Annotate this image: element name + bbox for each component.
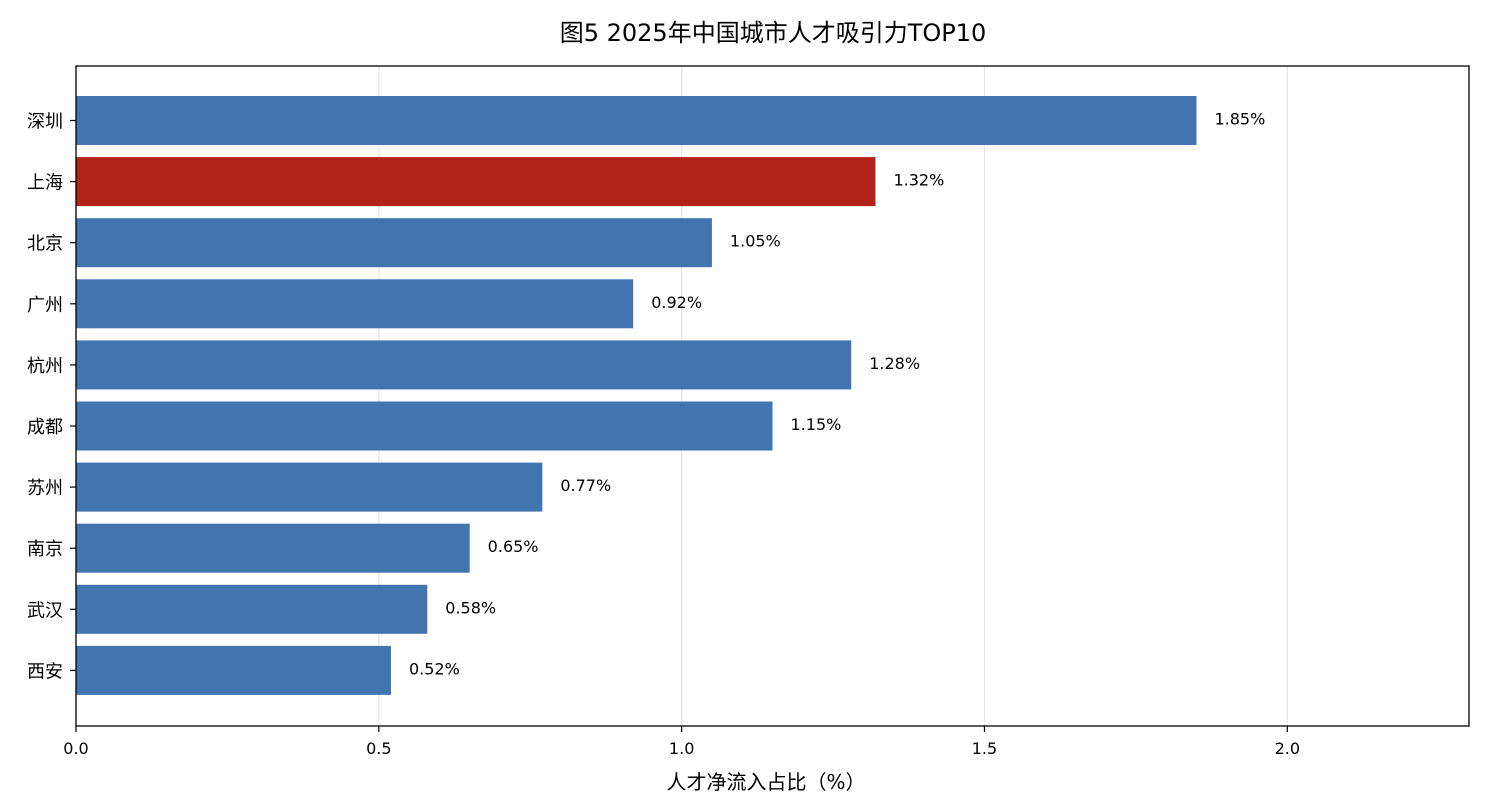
bar-1 xyxy=(76,96,1197,145)
category-label: 苏州 xyxy=(27,478,63,499)
bar-4 xyxy=(76,279,634,329)
x-tick-label: 2.0 xyxy=(1275,739,1300,758)
bar-5 xyxy=(76,340,852,390)
x-tick-label: 0.5 xyxy=(366,739,391,758)
value-label: 0.92% xyxy=(651,293,702,312)
category-label: 武汉 xyxy=(27,600,63,621)
value-label: 0.65% xyxy=(488,537,539,556)
category-label: 杭州 xyxy=(27,356,63,377)
category-label: 成都 xyxy=(27,417,63,438)
bar-2 xyxy=(76,157,876,207)
bar-8 xyxy=(76,523,470,573)
value-label: 1.28% xyxy=(869,354,920,373)
plot-frame xyxy=(75,65,1470,727)
value-label: 1.05% xyxy=(730,232,781,251)
bar-6 xyxy=(76,401,773,451)
x-tick-label: 0.0 xyxy=(63,739,88,758)
category-label: 北京 xyxy=(27,234,63,255)
value-label: 0.58% xyxy=(445,598,496,617)
category-label: 上海 xyxy=(27,173,63,194)
bar-9 xyxy=(76,584,428,634)
bars-group: 1.85% 1.32% 1.05% 0.92% 1.28% 1.15% 0.77% 0.65%… xyxy=(76,96,1265,695)
category-label: 西安 xyxy=(27,661,63,682)
category-label: 广州 xyxy=(27,295,63,316)
bar-10 xyxy=(76,645,391,695)
x-tick-label: 1.0 xyxy=(669,739,694,758)
value-label: 1.32% xyxy=(893,171,944,190)
bar-7 xyxy=(76,462,543,512)
value-label: 0.52% xyxy=(409,659,460,678)
value-label: 0.77% xyxy=(560,476,611,495)
bar-3 xyxy=(76,218,712,268)
chart-title: 图5 2025年中国城市人才吸引力TOP10 xyxy=(560,19,987,47)
value-label: 1.15% xyxy=(791,415,842,434)
x-tick-label: 1.5 xyxy=(972,739,997,758)
x-axis-label: 人才净流入占比（%） xyxy=(666,770,865,794)
value-label: 1.85% xyxy=(1214,110,1265,129)
category-label: 南京 xyxy=(27,539,63,560)
x-axis-ticks: 0.0 0.5 1.0 1.5 2.0 xyxy=(63,726,1300,758)
category-label: 深圳 xyxy=(27,112,63,133)
